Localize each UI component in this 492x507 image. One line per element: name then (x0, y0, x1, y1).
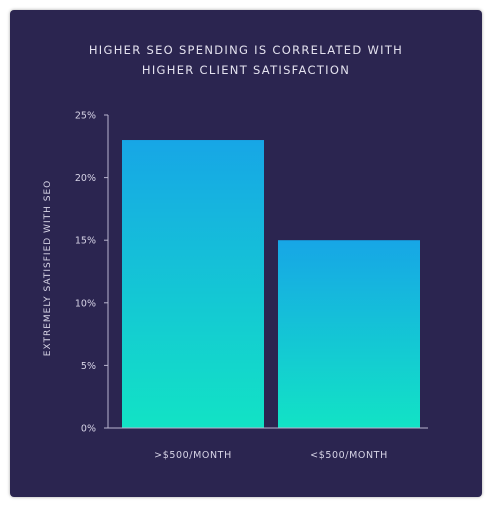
chart-card: HIGHER SEO SPENDING IS CORRELATED WITH H… (10, 10, 482, 497)
x-axis: >$500/MONTH <$500/MONTH (108, 427, 428, 461)
x-category-label: >$500/MONTH (154, 450, 232, 461)
bar-1 (122, 140, 264, 429)
chart-title: HIGHER SEO SPENDING IS CORRELATED WITH H… (10, 40, 482, 80)
bar-chart: 0%5%10%15%20%25% >$500/MONTH <$500/MONTH … (43, 111, 428, 461)
y-tick-label: 0% (81, 424, 96, 435)
chart-title-line-2: HIGHER CLIENT SATISFACTION (141, 63, 351, 77)
bar-2 (278, 240, 420, 428)
y-tick-label: 15% (75, 236, 96, 247)
y-axis-label: EXTREMELY SATISFIED WITH SEO (43, 180, 53, 356)
y-tick-label: 20% (75, 173, 96, 184)
y-tick-label: 25% (75, 111, 96, 122)
chart-title-line-1: HIGHER SEO SPENDING IS CORRELATED WITH (88, 43, 404, 57)
y-tick-label: 5% (81, 361, 96, 372)
y-axis: 0% 5% 10% 15% 20% 25% (75, 111, 109, 435)
y-tick-label: 10% (75, 298, 96, 309)
bars (122, 140, 420, 429)
x-category-label: <$500/MONTH (310, 450, 388, 461)
